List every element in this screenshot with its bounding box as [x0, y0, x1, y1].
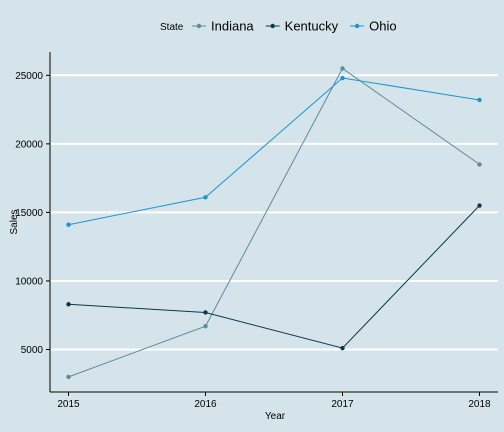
- y-tick-label: 15000: [15, 208, 43, 219]
- x-axis-ticks: 2015 2016 2017 2018: [57, 392, 491, 410]
- y-tick-label: 5000: [21, 345, 44, 356]
- legend-key-point: [196, 23, 202, 29]
- legend-label: Indiana: [211, 19, 254, 34]
- data-point-indiana: [66, 374, 71, 380]
- series-line-indiana: [68, 67, 480, 378]
- data-point-ohio: [66, 222, 71, 227]
- data-point-kentucky: [340, 345, 345, 351]
- series-ohio: [66, 75, 482, 227]
- x-tick-label: 2015: [57, 399, 80, 410]
- x-tick-label: 2016: [194, 399, 217, 410]
- series: [66, 66, 482, 380]
- data-point-ohio: [340, 75, 345, 81]
- y-axis-title: Sales: [9, 209, 20, 234]
- legend-item-kentucky: Kentucky: [265, 19, 339, 34]
- y-tick-label: 25000: [15, 71, 43, 82]
- legend: State Indiana Kentucky Ohio: [160, 19, 397, 34]
- y-tick-label: 20000: [15, 139, 43, 150]
- data-point-kentucky: [477, 203, 482, 208]
- series-indiana: [66, 66, 482, 380]
- x-tick-label: 2017: [331, 399, 354, 410]
- legend-key-point: [354, 23, 360, 29]
- gridlines: [50, 74, 498, 351]
- data-point-indiana: [340, 66, 345, 71]
- data-point-kentucky: [203, 310, 208, 315]
- data-point-ohio: [477, 97, 482, 103]
- series-kentucky: [66, 203, 482, 351]
- data-point-indiana: [203, 323, 208, 329]
- data-point-ohio: [203, 195, 208, 200]
- series-line-kentucky: [68, 205, 480, 349]
- legend-label: Ohio: [369, 19, 396, 34]
- legend-item-ohio: Ohio: [350, 19, 397, 34]
- x-axis-title: Year: [265, 411, 286, 422]
- x-tick-label: 2018: [468, 399, 491, 410]
- data-point-kentucky: [66, 302, 71, 307]
- legend-key-point: [270, 23, 275, 29]
- y-tick-label: 10000: [15, 276, 43, 287]
- axes: [49, 52, 498, 393]
- legend-title: State: [160, 22, 184, 33]
- y-axis-ticks: 5000 10000 15000 20000 25000: [15, 71, 50, 356]
- data-point-indiana: [477, 162, 482, 167]
- legend-item-indiana: Indiana: [192, 19, 254, 34]
- legend-label: Kentucky: [285, 19, 339, 34]
- series-line-ohio: [68, 77, 480, 226]
